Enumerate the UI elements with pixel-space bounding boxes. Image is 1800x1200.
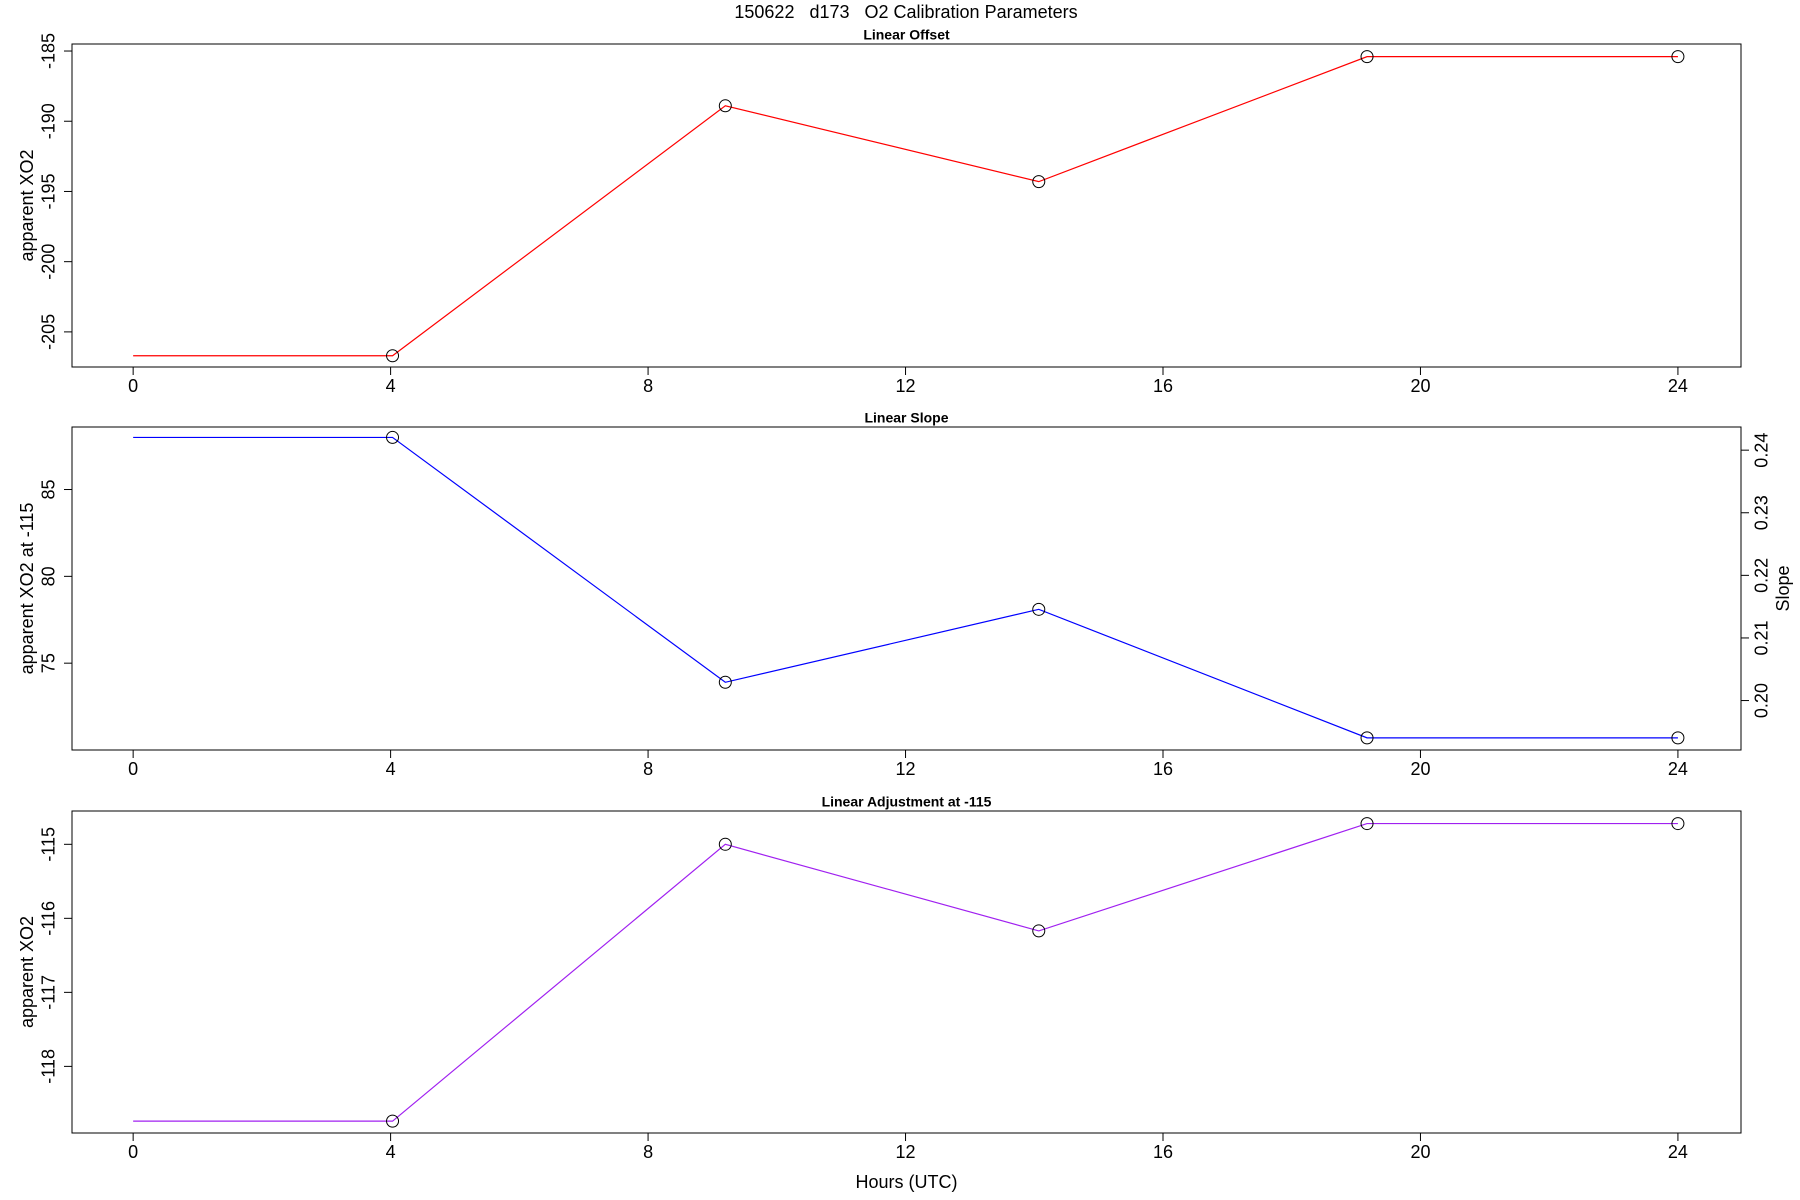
- y-tick-label: -205: [39, 314, 59, 350]
- x-tick-label: 20: [1410, 759, 1430, 779]
- data-point: [386, 430, 400, 444]
- x-axis-label: Hours (UTC): [856, 1172, 958, 1192]
- x-tick-label: 24: [1668, 376, 1688, 396]
- x-tick-label: 24: [1668, 1142, 1688, 1162]
- x-tick-label: 0: [128, 759, 138, 779]
- data-point: [718, 99, 732, 113]
- data-point: [718, 675, 732, 689]
- x-tick-label: 20: [1410, 376, 1430, 396]
- x-tick-label: 0: [128, 1142, 138, 1162]
- y-tick-label: -117: [39, 975, 59, 1010]
- data-point: [1032, 602, 1046, 616]
- data-line: [133, 822, 1678, 1122]
- x-tick-label: 4: [386, 1142, 396, 1162]
- data-point: [1360, 50, 1374, 64]
- x-tick-label: 12: [896, 1142, 916, 1162]
- data-line: [133, 436, 1678, 739]
- x-tick-label: 16: [1153, 376, 1173, 396]
- y-tick-label: -195: [39, 173, 59, 209]
- y-tick-label: -185: [39, 33, 59, 69]
- y-tick-label: -116: [39, 901, 59, 936]
- y-tick-label: -200: [39, 244, 59, 280]
- data-point: [1032, 175, 1046, 189]
- panel-title: Linear Offset: [863, 27, 950, 43]
- x-tick-label: 12: [896, 376, 916, 396]
- data-point: [1032, 924, 1046, 938]
- data-point: [718, 837, 732, 851]
- y2-axis-label: Slope: [1773, 565, 1793, 611]
- x-tick-label: 8: [643, 759, 653, 779]
- x-tick-label: 16: [1153, 759, 1173, 779]
- x-tick-label: 4: [386, 376, 396, 396]
- y-axis-label: apparent XO2: [17, 149, 37, 261]
- data-point: [1360, 731, 1374, 745]
- x-tick-label: 16: [1153, 1142, 1173, 1162]
- y-tick-label: -190: [39, 103, 59, 139]
- x-tick-label: 0: [128, 376, 138, 396]
- plot-frame: [71, 426, 1742, 751]
- y-tick-label: -115: [39, 827, 59, 862]
- y-tick-label: 85: [39, 480, 59, 500]
- y-tick-label: 75: [39, 653, 59, 673]
- y-axis-label: apparent XO2 at -115: [17, 503, 37, 675]
- data-point: [1671, 817, 1685, 831]
- x-tick-label: 8: [643, 376, 653, 396]
- y2-tick-label: 0.21: [1752, 620, 1772, 655]
- x-tick-label: 8: [643, 1142, 653, 1162]
- x-tick-label: 24: [1668, 759, 1688, 779]
- x-tick-label: 4: [386, 759, 396, 779]
- y-tick-label: 80: [39, 566, 59, 586]
- panel-title: Linear Adjustment at -115: [822, 794, 992, 810]
- y-tick-label: -118: [39, 1049, 59, 1084]
- data-point: [386, 1114, 400, 1128]
- panel-title: Linear Slope: [864, 410, 948, 426]
- y2-tick-label: 0.23: [1752, 495, 1772, 530]
- y2-tick-label: 0.24: [1752, 433, 1772, 468]
- data-point: [1360, 817, 1374, 831]
- data-point: [1671, 731, 1685, 745]
- y2-tick-label: 0.20: [1752, 683, 1772, 718]
- y-axis-label: apparent XO2: [17, 916, 37, 1028]
- page-title: 150622 d173 O2 Calibration Parameters: [734, 2, 1077, 22]
- plot-frame: [71, 810, 1742, 1134]
- plot-frame: [71, 43, 1742, 368]
- x-tick-label: 20: [1410, 1142, 1430, 1162]
- data-point: [1671, 50, 1685, 64]
- y2-tick-label: 0.22: [1752, 558, 1772, 593]
- data-point: [386, 349, 400, 363]
- x-tick-label: 12: [896, 759, 916, 779]
- data-line: [133, 56, 1678, 357]
